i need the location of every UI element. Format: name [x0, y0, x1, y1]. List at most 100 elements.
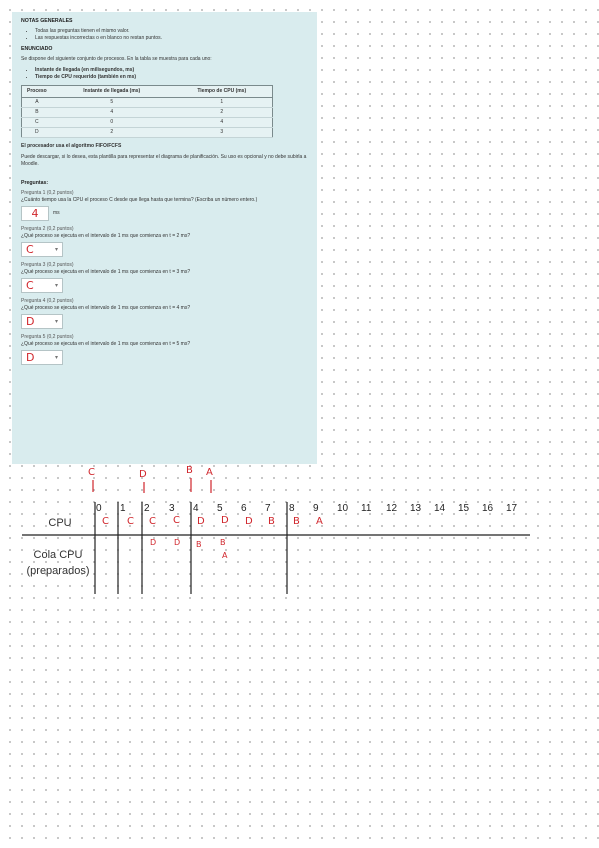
- question-label: Pregunta 1 (0,2 puntos): [21, 190, 74, 196]
- tick-label: 14: [434, 503, 446, 514]
- question-text: ¿Cuánto tiempo usa la CPU el proceso C d…: [21, 197, 258, 203]
- template-note: Puede descargar, si lo desea, esta plant…: [21, 154, 307, 167]
- table-header: Tiempo de CPU (ms): [171, 85, 273, 98]
- question-3: Pregunta 3 (0,2 puntos) ¿Qué proceso se …: [21, 262, 308, 293]
- tick-label: 4: [193, 503, 199, 514]
- exam-panel: NOTAS GENERALES Todas las preguntas tien…: [12, 12, 317, 464]
- queue-mark: D: [174, 538, 181, 547]
- tick-label: 0: [96, 503, 102, 514]
- queue-mark: D: [150, 538, 157, 547]
- questions-title: Preguntas:: [21, 180, 49, 186]
- notes-item: Todas las preguntas tienen el mismo valo…: [35, 28, 308, 35]
- table-cell: 2: [51, 127, 172, 138]
- statement-title: ENUNCIADO: [21, 46, 53, 52]
- process-table: Proceso Instante de llegada (ms) Tiempo …: [21, 85, 273, 138]
- answer-value: C: [26, 243, 34, 256]
- table-row: C 0 4: [21, 117, 273, 128]
- chevron-down-icon: ▾: [54, 318, 58, 325]
- tick-label: 10: [337, 503, 349, 514]
- question-2: Pregunta 2 (0,2 puntos) ¿Qué proceso se …: [21, 226, 308, 257]
- tick-label: 16: [482, 503, 494, 514]
- notes-list: Todas las preguntas tienen el mismo valo…: [21, 28, 308, 42]
- question-text: ¿Qué proceso se ejecuta en el intervalo …: [21, 305, 191, 311]
- question-label: Pregunta 2 (0,2 puntos): [21, 226, 74, 232]
- cpu-mark: D: [221, 515, 229, 526]
- question-4: Pregunta 4 (0,2 puntos) ¿Qué proceso se …: [21, 298, 308, 329]
- answer-select[interactable]: C ▾: [21, 242, 63, 257]
- notes-title: NOTAS GENERALES: [21, 18, 73, 24]
- question-label: Pregunta 5 (0,2 puntos): [21, 334, 74, 340]
- queue-label: Cola CPU: [33, 549, 83, 561]
- cpu-mark: B: [268, 516, 275, 527]
- tick-label: 2: [144, 503, 150, 514]
- tick-label: 3: [169, 503, 175, 514]
- answer-select[interactable]: D ▾: [21, 350, 63, 365]
- cpu-mark: C: [149, 516, 156, 527]
- question-1: Pregunta 1 (0,2 puntos) ¿Cuánto tiempo u…: [21, 190, 308, 221]
- answer-value: C: [26, 279, 34, 292]
- algorithm-text: El procesador usa el algoritmo FIFO/FCFS: [21, 143, 122, 149]
- table-cell: 2: [171, 107, 273, 118]
- question-label: Pregunta 4 (0,2 puntos): [21, 298, 74, 304]
- table-cell: B: [21, 107, 52, 118]
- tick-label: 9: [313, 503, 319, 514]
- cpu-mark: C: [127, 516, 134, 527]
- table-cell: 1: [171, 97, 273, 108]
- table-cell: D: [21, 127, 52, 138]
- chevron-down-icon: ▾: [54, 354, 58, 361]
- answer-select[interactable]: C ▾: [21, 278, 63, 293]
- cpu-mark: C: [102, 516, 109, 527]
- question-text: ¿Qué proceso se ejecuta en el intervalo …: [21, 341, 191, 347]
- statement-intro: Se dispone del siguiente conjunto de pro…: [21, 56, 212, 62]
- table-header: Proceso: [21, 85, 52, 98]
- tick-label: 15: [458, 503, 470, 514]
- queue-mark: A: [222, 551, 228, 560]
- question-text: ¿Qué proceso se ejecuta en el intervalo …: [21, 233, 191, 239]
- tick-label: 11: [361, 503, 372, 514]
- cpu-label: CPU: [48, 517, 72, 529]
- tick-label: 7: [265, 503, 271, 514]
- table-cell: A: [21, 97, 52, 108]
- cpu-mark: D: [197, 516, 205, 527]
- table-cell: 5: [51, 97, 172, 108]
- tick-label: 1: [120, 503, 126, 514]
- table-cell: 4: [51, 107, 172, 118]
- table-row: A 5 1: [21, 97, 273, 108]
- queue-mark: B: [196, 540, 202, 549]
- chevron-down-icon: ▾: [54, 282, 58, 289]
- question-text: ¿Qué proceso se ejecuta en el intervalo …: [21, 269, 191, 275]
- table-cell: C: [21, 117, 52, 128]
- notes-item: Las respuestas incorrectas o en blanco n…: [35, 35, 308, 42]
- table-row: B 4 2: [21, 107, 273, 118]
- question-label: Pregunta 3 (0,2 puntos): [21, 262, 74, 268]
- tick-label: 17: [506, 503, 518, 514]
- table-row: D 2 3: [21, 127, 273, 138]
- answer-input[interactable]: 4: [21, 206, 49, 221]
- cpu-mark: A: [316, 516, 323, 527]
- answer-select[interactable]: D ▾: [21, 314, 63, 329]
- tick-label: 5: [217, 503, 223, 514]
- table-cell: 3: [171, 127, 273, 138]
- table-header: Instante de llegada (ms): [51, 85, 172, 98]
- arrival-mark: C: [88, 467, 95, 478]
- cpu-mark: D: [245, 516, 253, 527]
- answer-value: D: [26, 315, 35, 328]
- statement-list: Instante de llegada (en milisegundos, ms…: [21, 67, 308, 81]
- arrival-mark: A: [206, 467, 213, 478]
- tick-label: 6: [241, 503, 247, 514]
- queue-mark: B: [220, 538, 226, 547]
- arrival-mark: B: [186, 465, 193, 476]
- statement-item: Tiempo de CPU requerido (también en ms): [35, 74, 308, 81]
- statement-item: Instante de llegada (en milisegundos, ms…: [35, 67, 308, 74]
- tick-label: 8: [289, 503, 295, 514]
- table-cell: 0: [51, 117, 172, 128]
- answer-value: D: [26, 351, 35, 364]
- tick-label: 12: [386, 503, 398, 514]
- queue-label-sub: (preparados): [26, 565, 90, 577]
- cpu-mark: C: [173, 515, 180, 526]
- question-5: Pregunta 5 (0,2 puntos) ¿Qué proceso se …: [21, 334, 308, 365]
- chevron-down-icon: ▾: [54, 246, 58, 253]
- cpu-mark: B: [293, 516, 300, 527]
- table-cell: 4: [171, 117, 273, 128]
